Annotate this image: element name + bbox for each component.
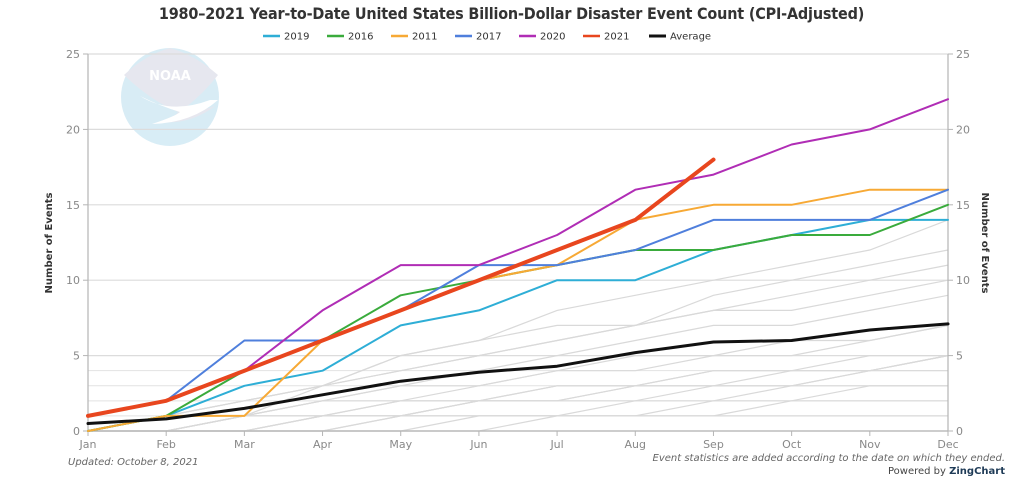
axes: 0 0 5 5 10 10 15 15 20 20 25 25 Jan Feb Mar Apr May Jun Ju… xyxy=(66,48,970,451)
legend-label: 2019 xyxy=(284,32,309,43)
legend-label: 2021 xyxy=(604,32,629,43)
background-year-line xyxy=(88,385,948,432)
y-tick-label-right: 0 xyxy=(956,425,963,438)
series-line-2019 xyxy=(87,218,949,432)
chart-title: 1980–2021 Year-to-Date United States Bil… xyxy=(158,4,865,23)
x-tick-label: Feb xyxy=(156,438,175,451)
zingchart-link[interactable]: ZingChart xyxy=(949,466,1005,477)
x-tick-label: Nov xyxy=(859,438,881,451)
background-year-line xyxy=(87,219,949,432)
y-tick-label-left: 25 xyxy=(66,48,80,61)
series-line-2021 xyxy=(86,157,716,418)
noaa-logo: NOAA xyxy=(121,48,219,146)
noaa-logo-text: NOAA xyxy=(149,69,191,84)
y-tick-label-left: 5 xyxy=(73,350,80,363)
powered-by-prefix: Powered by xyxy=(888,466,949,477)
y-tick-label-left: 20 xyxy=(66,123,80,136)
legend: 2019 2016 2011 2017 2020 2021 Average xyxy=(263,32,711,43)
x-tick-label: Dec xyxy=(937,438,958,451)
legend-item-average[interactable]: Average xyxy=(649,32,711,43)
powered-by[interactable]: Powered by ZingChart xyxy=(888,466,1005,477)
y-tick-label-left: 0 xyxy=(73,425,80,438)
legend-label: 2016 xyxy=(348,32,373,43)
series-line-average xyxy=(86,322,950,425)
legend-label: 2020 xyxy=(540,32,565,43)
x-tick-label: Jan xyxy=(79,438,97,451)
y-tick-label-right: 25 xyxy=(956,48,970,61)
event-statistics-note: Event statistics are added according to … xyxy=(653,453,1006,464)
series-lines xyxy=(86,98,950,432)
y-tick-label-right: 15 xyxy=(956,199,970,212)
x-tick-label: Aug xyxy=(625,438,646,451)
x-tick-label: Jun xyxy=(469,438,487,451)
legend-label: 2017 xyxy=(476,32,501,43)
y-tick-label-right: 20 xyxy=(956,123,970,136)
legend-item-2020[interactable]: 2020 xyxy=(519,32,565,43)
legend-item-2019[interactable]: 2019 xyxy=(263,32,309,43)
legend-label: Average xyxy=(670,32,711,43)
legend-item-2011[interactable]: 2011 xyxy=(391,32,437,43)
legend-item-2016[interactable]: 2016 xyxy=(327,32,373,43)
x-tick-label: Jul xyxy=(549,438,563,451)
background-year-line xyxy=(88,385,948,432)
updated-note: Updated: October 8, 2021 xyxy=(68,457,198,468)
x-tick-label: May xyxy=(389,438,412,451)
y-axis-title-left: Number of Events xyxy=(44,192,55,293)
x-tick-label: Oct xyxy=(782,438,802,451)
background-year-line xyxy=(88,355,949,432)
x-tick-label: Sep xyxy=(703,438,724,451)
y-tick-label-right: 5 xyxy=(956,350,963,363)
y-tick-label-left: 10 xyxy=(66,274,80,287)
background-year-line xyxy=(88,415,948,432)
y-axis-title-right: Number of Events xyxy=(979,193,990,294)
background-year-line xyxy=(88,355,949,432)
background-year-lines xyxy=(87,219,949,432)
x-tick-label: Apr xyxy=(313,438,333,451)
y-tick-label-left: 15 xyxy=(66,199,80,212)
y-tick-label-right: 10 xyxy=(956,274,970,287)
legend-item-2021[interactable]: 2021 xyxy=(583,32,629,43)
legend-item-2017[interactable]: 2017 xyxy=(455,32,501,43)
legend-label: 2011 xyxy=(412,32,437,43)
x-tick-label: Mar xyxy=(234,438,255,451)
series-line-2011 xyxy=(87,188,949,432)
